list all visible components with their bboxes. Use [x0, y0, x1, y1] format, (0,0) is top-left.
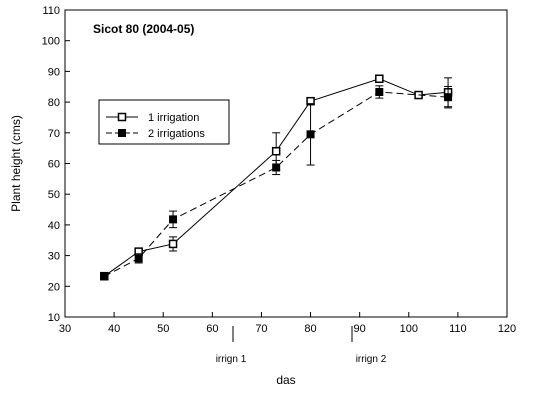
data-point-2-irrigations	[100, 272, 109, 281]
x-tick-label: 60	[206, 323, 218, 335]
x-tick-label: 40	[108, 323, 120, 335]
data-point-1-irrigation	[168, 239, 178, 249]
x-tick-label: 120	[498, 323, 516, 335]
irrigation-1-label: irrign 1	[216, 354, 247, 365]
y-tick-label: 70	[48, 128, 60, 140]
data-point-2-irrigations	[134, 254, 143, 263]
data-point-1-irrigation	[271, 146, 281, 156]
y-tick-label: 110	[42, 5, 60, 17]
data-point-2-irrigations	[444, 93, 453, 102]
x-tick-label: 30	[59, 323, 71, 335]
legend-label-1-irrigation: 1 irrigation	[148, 112, 199, 124]
chart-title: Sicot 80 (2004-05)	[93, 22, 194, 36]
legend-label-2-irrigations: 2 irrigations	[148, 128, 205, 140]
y-tick-label: 10	[48, 312, 60, 324]
x-tick-label: 50	[157, 323, 169, 335]
legend: 1 irrigation 2 irrigations	[98, 99, 230, 145]
series-line-1-irrigation	[103, 78, 449, 277]
legend-marker-2-irrigations	[118, 129, 126, 137]
data-point-2-irrigations	[306, 130, 315, 139]
legend-marker-1-irrigation	[117, 112, 127, 122]
y-tick-label: 80	[48, 97, 60, 109]
x-tick-label: 90	[354, 323, 366, 335]
plot-frame	[64, 9, 508, 318]
y-tick-label: 20	[48, 281, 60, 293]
data-point-2-irrigations	[375, 87, 384, 96]
data-point-1-irrigation	[375, 74, 384, 84]
y-tick-label: 90	[48, 66, 60, 78]
x-axis-title: das	[276, 373, 295, 387]
y-tick-label: 50	[48, 189, 60, 201]
irrigation-annotations: irrign 1 irrign 2	[216, 326, 387, 365]
y-tick-label: 30	[48, 251, 60, 263]
y-tick-label: 100	[42, 36, 60, 48]
y-tick-label: 60	[48, 159, 60, 171]
x-tick-label: 100	[400, 323, 418, 335]
y-axis-title: Plant height (cms)	[9, 115, 23, 212]
series-1-irrigation	[100, 74, 453, 281]
series-layer	[100, 74, 453, 281]
data-point-2-irrigations	[169, 215, 178, 224]
x-axis-ticks: 30 40 50 60 70 80 90 100 110 120	[59, 312, 516, 335]
x-tick-label: 80	[304, 323, 316, 335]
irrigation-2-label: irrign 2	[356, 354, 387, 365]
y-axis-ticks: 10 20 30 40 50 60 70 80 90 100 110	[42, 5, 70, 324]
x-tick-label: 110	[449, 323, 467, 335]
x-tick-label: 70	[255, 323, 267, 335]
series-2-irrigations	[100, 85, 453, 281]
y-tick-label: 40	[48, 220, 60, 232]
data-point-2-irrigations	[272, 163, 281, 172]
